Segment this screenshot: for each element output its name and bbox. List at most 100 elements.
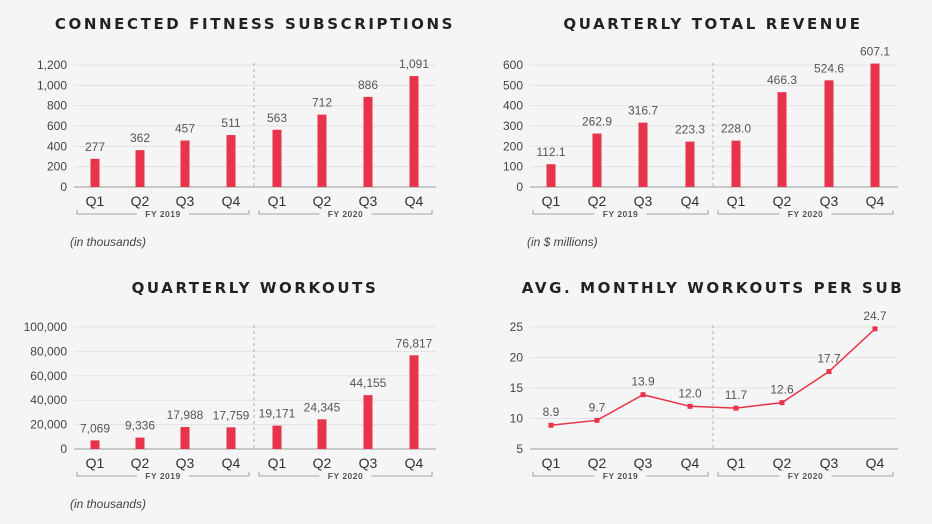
chart1-fy-label-bg (137, 209, 189, 219)
chart4-fy-label: FY 2019 (603, 471, 638, 481)
chart3-y-tick-label: 0 (60, 442, 67, 456)
chart1-data-label: 362 (130, 131, 150, 145)
chart1-bar (135, 150, 145, 187)
chart1-x-tick-label: Q4 (405, 193, 424, 209)
chart4-data-label: 13.9 (631, 375, 655, 389)
chart2-fy-label-bg (594, 209, 647, 219)
chart4-title: AVG. MONTHLY WORKOUTS PER SUB (522, 279, 905, 297)
chart1-y-tick-label: 600 (47, 119, 67, 133)
chart2-y-tick-label: 300 (503, 119, 523, 133)
chart2-bar (638, 122, 648, 187)
chart1-bar (317, 114, 327, 187)
chart2-bar (824, 80, 834, 187)
chart2-y-tick-label: 100 (503, 160, 523, 174)
chart2-fy-label-bg (779, 209, 832, 219)
chart2-x-tick-label: Q2 (773, 193, 792, 209)
chart3-x-tick-label: Q2 (313, 455, 332, 471)
chart1-bar (180, 140, 190, 187)
chart4-point (640, 392, 646, 398)
chart2-y-tick-label: 400 (503, 99, 523, 113)
chart2-x-tick-label: Q3 (820, 193, 839, 209)
chart2-y-tick-label: 200 (503, 139, 523, 153)
chart4-point (779, 400, 785, 406)
chart2-unit-note: (in $ millions) (527, 235, 598, 249)
chart2-x-tick-label: Q4 (866, 193, 885, 209)
chart2-x-tick-label: Q1 (727, 193, 746, 209)
chart4-data-label: 17.7 (817, 352, 841, 366)
chart1-unit-note: (in thousands) (70, 235, 146, 249)
chart4-y-tick-label: 5 (516, 442, 523, 456)
chart1-bar (409, 76, 419, 187)
chart1-x-tick-label: Q3 (176, 193, 195, 209)
chart3-bar (317, 419, 327, 449)
chart2-fy-label: FY 2020 (788, 209, 823, 219)
chart1-bar (90, 158, 100, 187)
chart3-data-label: 44,155 (350, 376, 387, 390)
chart3-y-tick-label: 40,000 (30, 393, 67, 407)
chart3-bar (363, 395, 373, 449)
chart2-x-tick-label: Q4 (681, 193, 700, 209)
chart3-data-label: 17,759 (213, 408, 250, 422)
chart4-data-label: 11.7 (725, 388, 748, 402)
chart1-fy-label: FY 2020 (328, 209, 363, 219)
chart4-point (594, 417, 600, 423)
chart4-point (872, 326, 878, 332)
chart3-x-tick-label: Q3 (359, 455, 378, 471)
chart4-y-tick-label: 15 (510, 381, 524, 395)
chart3-data-label: 7,069 (80, 421, 110, 435)
chart1-y-tick-label: 400 (47, 139, 67, 153)
chart2-bar (592, 133, 602, 187)
chart2-bar (870, 63, 880, 187)
chart2-data-label: 524.6 (814, 61, 844, 75)
chart4-y-tick-label: 20 (510, 351, 524, 365)
chart3-x-tick-label: Q4 (405, 455, 424, 471)
chart1-bar (226, 135, 236, 187)
chart3-data-label: 19,171 (259, 407, 296, 421)
chart2-y-tick-label: 500 (503, 78, 523, 92)
chart1-y-tick-label: 1,000 (37, 78, 67, 92)
chart1-data-label: 277 (85, 140, 105, 154)
chart1-x-tick-label: Q1 (268, 193, 287, 209)
chart1-data-label: 511 (221, 116, 240, 130)
chart2-data-label: 607.1 (860, 45, 890, 59)
chart4-fy-label-bg (779, 471, 832, 481)
chart3-bar (272, 425, 282, 449)
chart2-data-label: 228.0 (721, 122, 751, 136)
chart1-x-tick-label: Q2 (313, 193, 332, 209)
chart4-fy-label-bg (594, 471, 647, 481)
chart1-title: CONNECTED FITNESS SUBSCRIPTIONS (55, 15, 455, 33)
chart2-y-tick-label: 0 (516, 180, 523, 194)
chart2-data-label: 223.3 (675, 123, 705, 137)
chart2-data-label: 466.3 (767, 73, 797, 87)
chart2-x-tick-label: Q2 (588, 193, 607, 209)
chart4-fy-label: FY 2020 (788, 471, 823, 481)
chart3-y-tick-label: 20,000 (30, 418, 67, 432)
chart2-bar (546, 164, 556, 187)
chart4-data-label: 9.7 (589, 400, 606, 414)
chart1-y-tick-label: 200 (47, 160, 67, 174)
chart1-data-label: 1,091 (399, 57, 429, 71)
chart1-x-tick-label: Q1 (86, 193, 105, 209)
chart1-y-tick-label: 0 (60, 180, 67, 194)
chart3-bar (90, 440, 100, 449)
chart4-x-tick-label: Q1 (542, 455, 561, 471)
chart4-series-line (550, 328, 876, 426)
chart2-x-tick-label: Q3 (634, 193, 653, 209)
chart4-x-tick-label: Q3 (820, 455, 839, 471)
chart3-bar (180, 427, 190, 449)
chart3-x-tick-label: Q3 (176, 455, 195, 471)
chart3-data-label: 9,336 (125, 419, 155, 433)
chart4-x-tick-label: Q4 (681, 455, 700, 471)
chart2-data-label: 262.9 (582, 115, 612, 129)
chart1-data-label: 712 (312, 96, 332, 110)
chart1-fy-label-bg (319, 209, 372, 219)
chart2-x-tick-label: Q1 (542, 193, 561, 209)
chart2-data-label: 112.1 (536, 145, 565, 159)
chart2-title: QUARTERLY TOTAL REVENUE (563, 15, 862, 33)
chart1-y-tick-label: 1,200 (37, 58, 67, 72)
chart2-bar (777, 92, 787, 187)
chart1-bar (272, 129, 282, 187)
chart3-data-label: 24,345 (304, 400, 341, 414)
